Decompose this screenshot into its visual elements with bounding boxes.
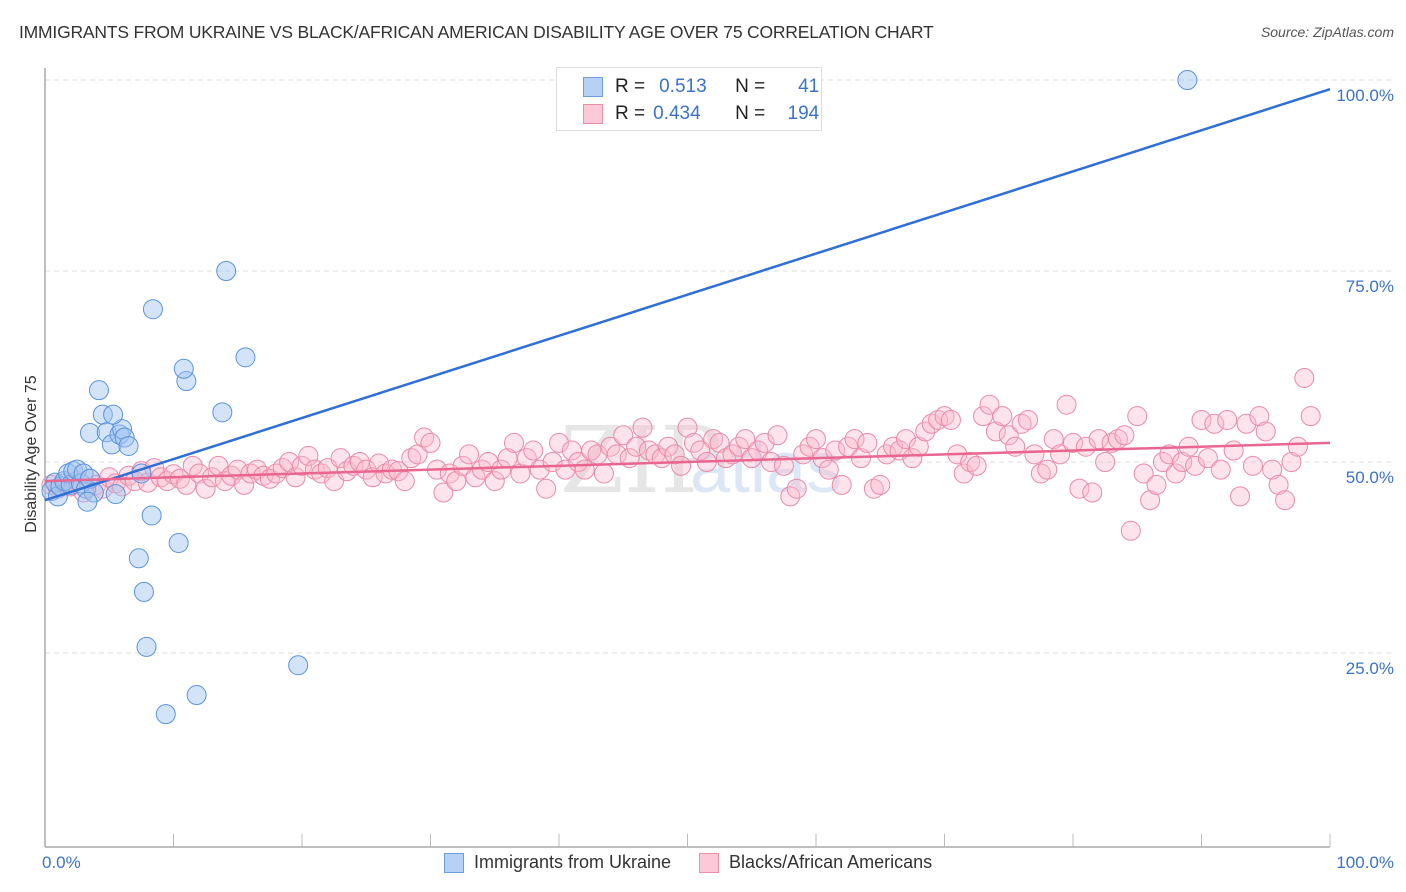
axes	[44, 68, 1331, 848]
n-value: 194	[787, 103, 820, 124]
legend-item-black[interactable]: Blacks/African Americans	[699, 852, 932, 873]
svg-text:atlas: atlas	[690, 428, 842, 508]
r-label: R =	[615, 76, 646, 97]
xtick-left: 0.0%	[42, 853, 81, 872]
ytick-50: 50.0%	[1345, 468, 1394, 487]
watermark: ZIP atlas	[560, 407, 842, 514]
ytick-25: 25.0%	[1345, 659, 1394, 678]
source-label: Source: ZipAtlas.com	[1260, 24, 1394, 40]
stats-row-black: R = 0.434 N = 194	[583, 102, 819, 126]
blue-swatch-icon	[583, 77, 603, 97]
stats-row-ukraine: R = 0.513 N = 41	[583, 75, 819, 99]
legend-label: Immigrants from Ukraine	[474, 852, 672, 872]
blue-series-points	[41, 70, 1198, 725]
pink-swatch-icon	[583, 104, 603, 124]
legend-item-ukraine[interactable]: Immigrants from Ukraine	[444, 852, 671, 873]
gridlines	[45, 79, 1395, 654]
r-label: R =	[615, 103, 646, 124]
n-label: N =	[735, 76, 766, 97]
blue-swatch-icon	[444, 852, 464, 873]
legend: Immigrants from Ukraine Blacks/African A…	[444, 852, 960, 873]
r-value: 0.513	[659, 76, 707, 97]
trend-lines	[44, 87, 1331, 502]
n-value: 41	[798, 76, 820, 97]
chart-title: IMMIGRANTS FROM UKRAINE VS BLACK/AFRICAN…	[19, 22, 934, 42]
pink-series-points	[41, 367, 1321, 541]
ytick-100: 100.0%	[1336, 86, 1394, 105]
legend-label: Blacks/African Americans	[729, 852, 933, 872]
pink-swatch-icon	[699, 852, 720, 873]
n-label: N =	[735, 103, 766, 124]
y-axis-label: Disability Age Over 75	[23, 375, 40, 533]
r-value: 0.434	[653, 103, 701, 124]
ytick-75: 75.0%	[1345, 277, 1394, 296]
xtick-right: 100.0%	[1336, 853, 1394, 872]
stats-box: R = 0.513 N = 41 R = 0.434 N = 194	[556, 67, 822, 131]
